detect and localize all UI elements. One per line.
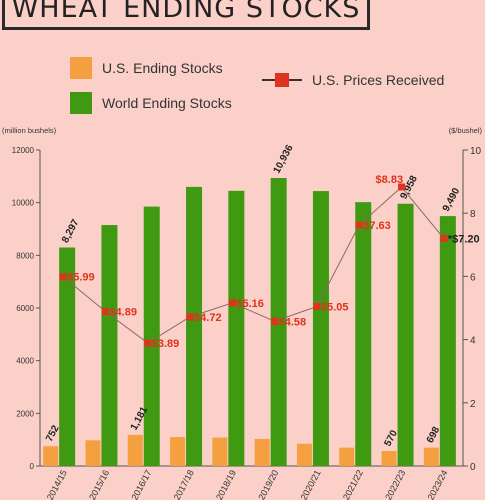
world-stocks-swatch — [70, 92, 92, 114]
right-axis-tick-label: 10 — [470, 146, 482, 157]
us-price-label: $8.83 — [376, 174, 404, 186]
world-stocks-bar — [270, 178, 287, 466]
us-price-marker — [355, 221, 363, 229]
legend-world-stocks: World Ending Stocks — [70, 92, 232, 114]
x-axis-tick-label: 2023/24 — [426, 468, 450, 500]
legend-us-prices-label: U.S. Prices Received — [312, 72, 445, 88]
world-stocks-bar — [228, 190, 245, 467]
us-price-label: $5.05 — [321, 301, 349, 313]
us-price-marker — [186, 313, 194, 321]
left-axis-tick-label: 12000 — [12, 146, 35, 155]
us-stocks-bar — [339, 447, 355, 466]
us-stocks-bar — [170, 437, 186, 466]
x-axis-tick-label: 2018/19 — [214, 468, 238, 500]
us-price-marker — [398, 183, 406, 191]
us-stocks-bar — [212, 437, 228, 466]
world-stocks-bar — [355, 202, 372, 466]
us-stocks-bar — [85, 440, 101, 466]
us-price-label: $3.89 — [152, 338, 180, 350]
left-axis-tick-label: 0 — [30, 462, 35, 471]
x-axis-tick-label: 2014/15 — [45, 468, 69, 500]
us-price-marker — [144, 339, 152, 347]
us-stocks-bar — [296, 443, 312, 466]
x-axis-tick-label: 2017/18 — [172, 468, 196, 500]
bar-value-label: 10,936 — [272, 143, 296, 176]
us-stocks-bar — [43, 446, 59, 466]
us-prices-line — [62, 186, 445, 344]
us-price-marker — [101, 307, 109, 315]
us-price-marker — [228, 299, 236, 307]
us-stocks-bar — [127, 434, 143, 466]
left-axis-tick-label: 6000 — [16, 304, 34, 313]
title-box: WHEAT ENDING STOCKS — [2, 0, 370, 30]
x-axis-tick-label: 2016/17 — [129, 468, 153, 500]
world-stocks-bar — [397, 203, 414, 467]
right-axis-tick-label: 6 — [470, 272, 476, 283]
us-stocks-swatch — [70, 57, 92, 79]
chart-title: WHEAT ENDING STOCKS — [11, 0, 361, 24]
left-axis-tick-label: 10000 — [12, 199, 35, 208]
us-price-label: *$7.20 — [448, 233, 480, 245]
world-stocks-bar — [143, 206, 160, 466]
left-axis-tick-label: 4000 — [16, 357, 34, 366]
left-axis-unit: (million bushels) — [2, 126, 57, 135]
world-stocks-bar — [186, 186, 203, 466]
us-stocks-bar — [423, 447, 439, 466]
x-axis-tick-label: 2022/23 — [383, 468, 407, 500]
world-stocks-bar — [101, 225, 118, 466]
x-axis-tick-label: 2020/21 — [299, 468, 323, 500]
legend-us-stocks-label: U.S. Ending Stocks — [102, 60, 223, 76]
us-prices-swatch — [262, 73, 302, 87]
us-price-label: $4.72 — [194, 312, 222, 324]
world-stocks-bar — [439, 216, 456, 466]
us-price-marker — [59, 273, 67, 281]
world-stocks-bar — [59, 247, 76, 466]
right-axis-tick-label: 2 — [470, 399, 476, 410]
right-axis-tick-label: 8 — [470, 209, 476, 220]
us-stocks-bar — [381, 450, 397, 466]
us-price-label: $4.89 — [109, 306, 137, 318]
us-price-label: $4.58 — [279, 316, 307, 328]
us-price-marker — [440, 234, 448, 242]
world-stocks-bar — [312, 191, 329, 466]
x-axis-tick-label: 2015/16 — [87, 468, 111, 500]
left-axis-tick-label: 2000 — [16, 409, 34, 418]
us-price-label: $7.63 — [363, 220, 391, 232]
us-price-label: $5.99 — [67, 272, 95, 284]
us-price-marker — [271, 317, 279, 325]
x-axis-tick-label: 2021/22 — [341, 468, 365, 500]
bar-value-label: 8,297 — [60, 217, 82, 245]
right-axis-tick-label: 0 — [470, 462, 476, 473]
us-price-marker — [313, 302, 321, 310]
legend-us-stocks: U.S. Ending Stocks — [70, 57, 223, 79]
left-axis-tick-label: 8000 — [16, 251, 34, 260]
right-axis-tick-label: 4 — [470, 336, 476, 347]
us-price-label: $5.16 — [236, 298, 264, 310]
bar-value-label: 9,490 — [441, 186, 463, 214]
x-axis-tick-label: 2019/20 — [256, 468, 280, 500]
right-axis-unit: ($/bushel) — [449, 126, 483, 135]
legend-us-prices: U.S. Prices Received — [262, 72, 444, 88]
legend-world-stocks-label: World Ending Stocks — [102, 95, 232, 111]
us-stocks-bar — [254, 438, 270, 466]
